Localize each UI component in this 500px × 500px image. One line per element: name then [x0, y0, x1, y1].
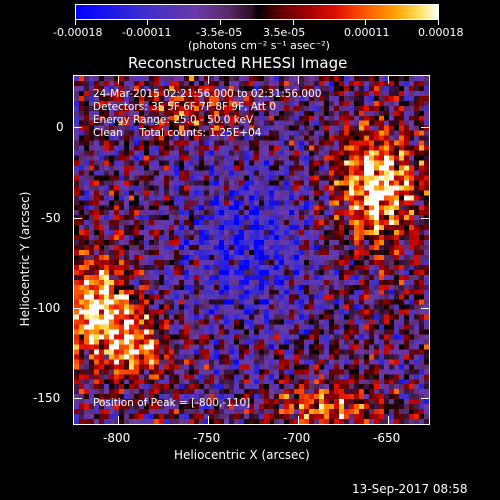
colorbar: [75, 4, 439, 20]
info-line-1: Detectors: 3F 5F 6F 7F 8F 9F, Att 0: [93, 101, 277, 113]
colorbar-unit-label: (photons cm⁻² s⁻¹ asec⁻²): [188, 39, 330, 52]
colorbar-tick-3: 3.5e-05: [263, 26, 306, 39]
x-tick-3: -650: [373, 431, 401, 445]
colorbar-tick-1: -0.00011: [122, 26, 172, 39]
colorbar-tick-marks: [75, 20, 439, 26]
plot-frame: [73, 75, 430, 425]
colorbar-tick-0: -0.00018: [53, 26, 103, 39]
y-tick-2: -100: [33, 301, 61, 315]
rhessi-image-heatmap: [74, 76, 429, 424]
x-tick-1: -750: [193, 431, 221, 445]
colorbar-tick-4: 0.00011: [344, 26, 390, 39]
info-line-3: Clean Total counts: 1.25E+04: [93, 127, 262, 139]
info-line-0: 24-Mar-2015 02:21:56.000 to 02:31:56.000: [93, 88, 322, 100]
colorbar-tick-2: -3.5e-05: [196, 26, 243, 39]
y-axis-label: Heliocentric Y (arcsec): [18, 191, 32, 327]
x-axis-label: Heliocentric X (arcsec): [174, 448, 310, 462]
info-line-2: Energy Range: 25.0 - 50.0 keV: [93, 114, 254, 126]
x-tick-0: -800: [103, 431, 131, 445]
y-tick-0: 0: [56, 120, 64, 134]
plot-title: Reconstructed RHESSI Image: [128, 54, 348, 72]
y-tick-1: -50: [41, 211, 61, 225]
x-tick-2: -700: [283, 431, 311, 445]
peak-position-label: Position of Peak = [-800,-110]: [93, 397, 251, 409]
y-tick-3: -150: [33, 391, 61, 405]
colorbar-tick-5: 0.00018: [418, 26, 464, 39]
footer-date: 13-Sep-2017 08:58: [352, 482, 468, 496]
